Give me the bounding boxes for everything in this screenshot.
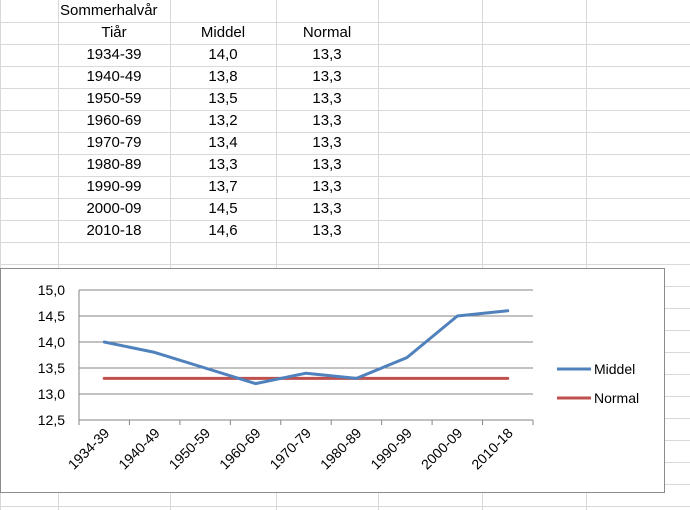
line-chart: 15,014,514,013,513,012,5 1934-39 1940-49 1… <box>38 282 639 473</box>
chart-series <box>102 309 510 386</box>
legend-label-middel: Middel <box>594 361 635 377</box>
y-tick-label: 13,5 <box>38 360 65 376</box>
cell-middel[interactable]: 13,8 <box>208 68 238 85</box>
x-tick-label: 1990-99 <box>367 425 415 473</box>
chart-legend: Middel Normal <box>557 361 639 406</box>
cell-normal[interactable]: 13,3 <box>312 68 342 85</box>
table-title[interactable]: Sommerhalvår <box>60 2 158 19</box>
series-line-middel[interactable] <box>102 309 510 386</box>
cell-tiar[interactable]: 1980-89 <box>86 156 142 173</box>
x-axis-ticks: 1934-39 1940-49 1950-59 1960-69 1970-79 1980-… <box>65 425 516 473</box>
cell-tiar[interactable]: 1940-49 <box>86 68 142 85</box>
cell-normal[interactable]: 13,3 <box>312 200 342 217</box>
cell-tiar[interactable]: 2010-18 <box>86 222 142 239</box>
y-tick-label: 12,5 <box>38 412 65 428</box>
y-tick-label: 14,0 <box>38 334 65 350</box>
cell-tiar[interactable]: 1934-39 <box>86 46 142 63</box>
cell-normal[interactable]: 13,3 <box>312 156 342 173</box>
cell-middel[interactable]: 14,0 <box>208 46 238 63</box>
y-axis-ticks: 15,0 14,5 14,0 13,5 13,0 12,5 <box>38 282 65 428</box>
y-tick-label: 14,5 <box>38 308 65 324</box>
header-tiar[interactable]: Tiår <box>101 24 127 41</box>
cell-normal[interactable]: 13,3 <box>312 90 342 107</box>
header-middel[interactable]: Middel <box>200 24 246 41</box>
x-tick-label: 1940-49 <box>115 425 163 473</box>
cell-normal[interactable]: 13,3 <box>312 112 342 129</box>
cell-middel[interactable]: 14,6 <box>208 222 238 239</box>
cell-normal[interactable]: 13,3 <box>312 46 342 63</box>
cell-middel[interactable]: 13,2 <box>208 112 238 129</box>
cell-tiar[interactable]: 1990-99 <box>86 178 142 195</box>
cell-middel[interactable]: 13,3 <box>208 156 238 173</box>
cell-middel[interactable]: 13,5 <box>208 90 238 107</box>
cell-middel[interactable]: 14,5 <box>208 200 238 217</box>
cell-normal[interactable]: 13,3 <box>312 222 342 239</box>
x-tick-label: 1960-69 <box>216 425 264 473</box>
cell-tiar[interactable]: 1960-69 <box>86 112 142 129</box>
cell-normal[interactable]: 13,3 <box>312 178 342 195</box>
header-normal[interactable]: Normal <box>302 24 352 41</box>
chart-gridlines <box>79 289 533 421</box>
cell-normal[interactable]: 13,3 <box>312 134 342 151</box>
x-tick-label: 2010-18 <box>468 425 516 473</box>
legend-label-normal: Normal <box>594 390 639 406</box>
cell-tiar[interactable]: 2000-09 <box>86 200 142 217</box>
cell-middel[interactable]: 13,4 <box>208 134 238 151</box>
x-tick-label: 1970-79 <box>266 425 314 473</box>
chart-area[interactable]: 15,0 14,5 14,0 13,5 13,0 12,5 1934-39 1940-49 1… <box>0 268 665 493</box>
x-tick-label: 1950-59 <box>166 425 214 473</box>
cell-tiar[interactable]: 1970-79 <box>86 134 142 151</box>
x-tick-label: 1934-39 <box>65 425 113 473</box>
cell-tiar[interactable]: 1950-59 <box>86 90 142 107</box>
y-tick-label: 13,0 <box>38 386 65 402</box>
x-axis <box>78 290 534 425</box>
x-tick-label: 1980-89 <box>317 425 365 473</box>
cell-middel[interactable]: 13,7 <box>208 178 238 195</box>
x-tick-label: 2000-09 <box>418 425 466 473</box>
y-tick-label: 15,0 <box>38 282 65 298</box>
